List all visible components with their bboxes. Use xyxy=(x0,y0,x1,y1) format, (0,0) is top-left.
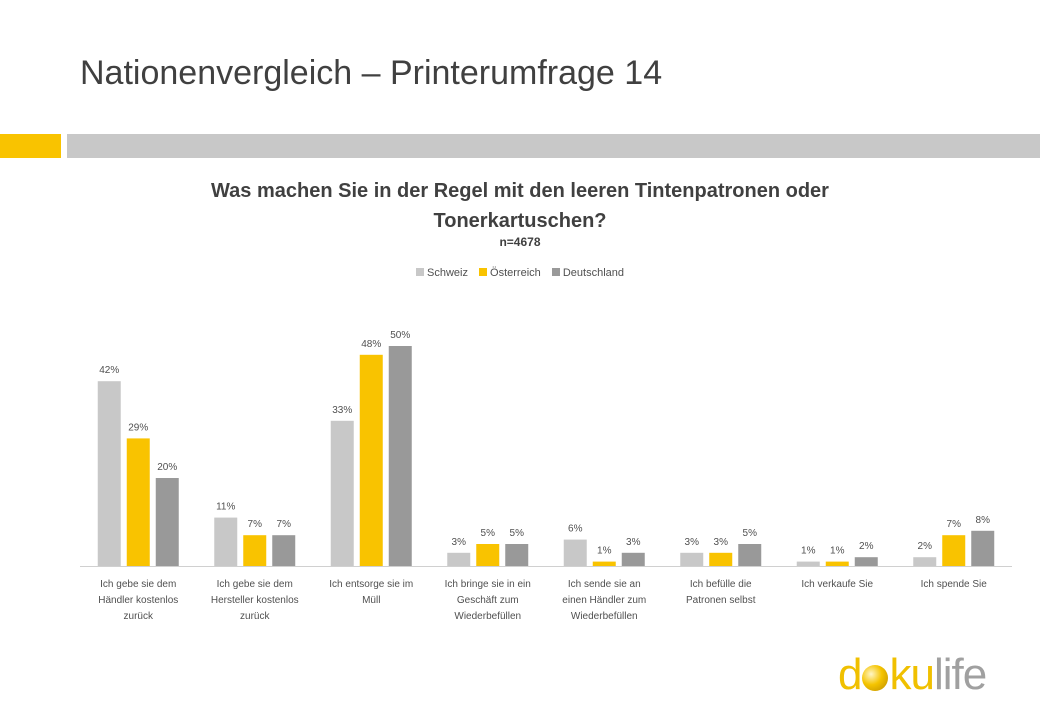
data-label-4-0: 6% xyxy=(568,524,583,535)
data-label-5-2: 5% xyxy=(743,528,758,539)
bar-2-0 xyxy=(330,420,354,566)
bar-3-1 xyxy=(476,544,500,566)
bar-2-2 xyxy=(388,346,412,566)
category-label-6-0: Ich verkaufe Sie xyxy=(801,579,873,590)
category-label-5-1: Patronen selbst xyxy=(686,595,756,606)
category-label-2-1: Müll xyxy=(362,595,380,606)
bar-3-2 xyxy=(505,544,529,566)
data-label-7-1: 7% xyxy=(947,519,962,530)
category-label-0-0: Ich gebe sie dem xyxy=(100,579,176,590)
bar-7-2 xyxy=(971,530,995,566)
data-label-0-2: 20% xyxy=(157,462,177,473)
data-label-2-0: 33% xyxy=(332,405,352,416)
bar-1-1 xyxy=(243,535,267,566)
category-label-4-1: einen Händler zum xyxy=(562,595,646,606)
data-label-5-0: 3% xyxy=(685,537,700,548)
legend-label-deutschland: Deutschland xyxy=(562,267,624,279)
data-label-6-0: 1% xyxy=(801,546,816,557)
category-label-3-0: Ich bringe sie in ein xyxy=(445,579,531,590)
category-label-4-2: Wiederbefüllen xyxy=(571,611,638,622)
category-label-7-0: Ich spende Sie xyxy=(921,579,988,590)
category-label-3-1: Geschäft zum xyxy=(457,595,519,606)
bar-3-0 xyxy=(447,552,471,566)
category-label-2-0: Ich entsorge sie im xyxy=(329,579,413,590)
slide-title: Nationenvergleich – Printerumfrage 14 xyxy=(80,54,663,92)
bar-6-1 xyxy=(825,561,849,566)
category-label-5-0: Ich befülle die xyxy=(690,579,752,590)
bar-4-2 xyxy=(621,552,645,566)
data-label-7-0: 2% xyxy=(918,541,933,552)
bar-0-2 xyxy=(155,478,179,566)
bar-5-0 xyxy=(680,552,704,566)
bar-4-0 xyxy=(563,539,587,566)
data-label-4-1: 1% xyxy=(597,546,612,557)
bar-0-0 xyxy=(97,381,121,566)
data-label-1-0: 11% xyxy=(216,502,235,513)
logo-text-life: life xyxy=(933,650,987,699)
data-label-4-2: 3% xyxy=(626,537,641,548)
legend-item-oesterreich: Österreich xyxy=(479,267,541,279)
legend-swatch-oesterreich xyxy=(479,268,488,276)
data-label-3-0: 3% xyxy=(452,537,467,548)
bar-7-1 xyxy=(942,535,966,566)
category-label-0-1: Händler kostenlos xyxy=(98,595,178,606)
legend-label-oesterreich: Österreich xyxy=(490,267,541,279)
bar-6-0 xyxy=(796,561,820,566)
category-label-1-2: zurück xyxy=(240,611,270,622)
chart-title-line-1: Was machen Sie in der Regel mit den leer… xyxy=(211,180,829,202)
bar-5-2 xyxy=(738,544,762,566)
dokulife-logo: d kulife xyxy=(838,650,987,700)
data-label-0-1: 29% xyxy=(128,422,148,433)
bar-6-2 xyxy=(854,557,878,566)
bar-0-1 xyxy=(126,438,150,566)
data-label-0-0: 42% xyxy=(99,365,119,376)
bar-7-0 xyxy=(913,557,937,566)
data-label-1-1: 7% xyxy=(248,519,263,530)
data-label-6-1: 1% xyxy=(830,546,845,557)
data-label-7-2: 8% xyxy=(976,515,991,526)
data-label-3-1: 5% xyxy=(481,528,496,539)
legend-item-schweiz: Schweiz xyxy=(416,267,468,279)
legend-swatch-deutschland xyxy=(551,268,560,276)
data-label-5-1: 3% xyxy=(714,537,729,548)
bar-5-1 xyxy=(709,552,733,566)
accent-bar-gray xyxy=(67,134,1040,158)
chart-legend: Schweiz Österreich Deutschland xyxy=(0,267,1040,279)
chart-title-line-2: Tonerkartuschen? xyxy=(433,210,607,232)
logo-ball-icon xyxy=(862,665,889,691)
data-label-2-1: 48% xyxy=(361,339,381,350)
logo-text-ku: ku xyxy=(889,650,934,699)
logo-text-d: d xyxy=(838,650,863,699)
category-label-1-1: Hersteller kostenlos xyxy=(211,595,299,606)
bar-4-1 xyxy=(592,561,616,566)
bar-2-1 xyxy=(359,354,383,566)
data-label-1-2: 7% xyxy=(277,519,292,530)
data-label-2-2: 50% xyxy=(390,330,410,341)
bar-1-0 xyxy=(214,517,238,566)
category-label-1-0: Ich gebe sie dem xyxy=(217,579,293,590)
category-label-3-2: Wiederbefüllen xyxy=(454,611,521,622)
category-label-0-2: zurück xyxy=(124,611,154,622)
data-label-3-2: 5% xyxy=(510,528,525,539)
legend-swatch-schweiz xyxy=(416,268,424,276)
data-label-6-2: 2% xyxy=(859,541,874,552)
category-label-4-0: Ich sende sie an xyxy=(568,579,641,590)
legend-label-schweiz: Schweiz xyxy=(427,267,468,279)
chart-subtitle: n=4678 xyxy=(499,235,541,249)
bar-chart: 42% 29% 20% Ich gebe sie dem Händler kostenl… xyxy=(80,330,1012,622)
chart-title: Was machen Sie in der Regel mit den leer… xyxy=(120,176,920,236)
legend-item-deutschland: Deutschland xyxy=(551,267,624,279)
accent-bar-yellow xyxy=(0,134,61,158)
bar-1-2 xyxy=(272,535,296,566)
